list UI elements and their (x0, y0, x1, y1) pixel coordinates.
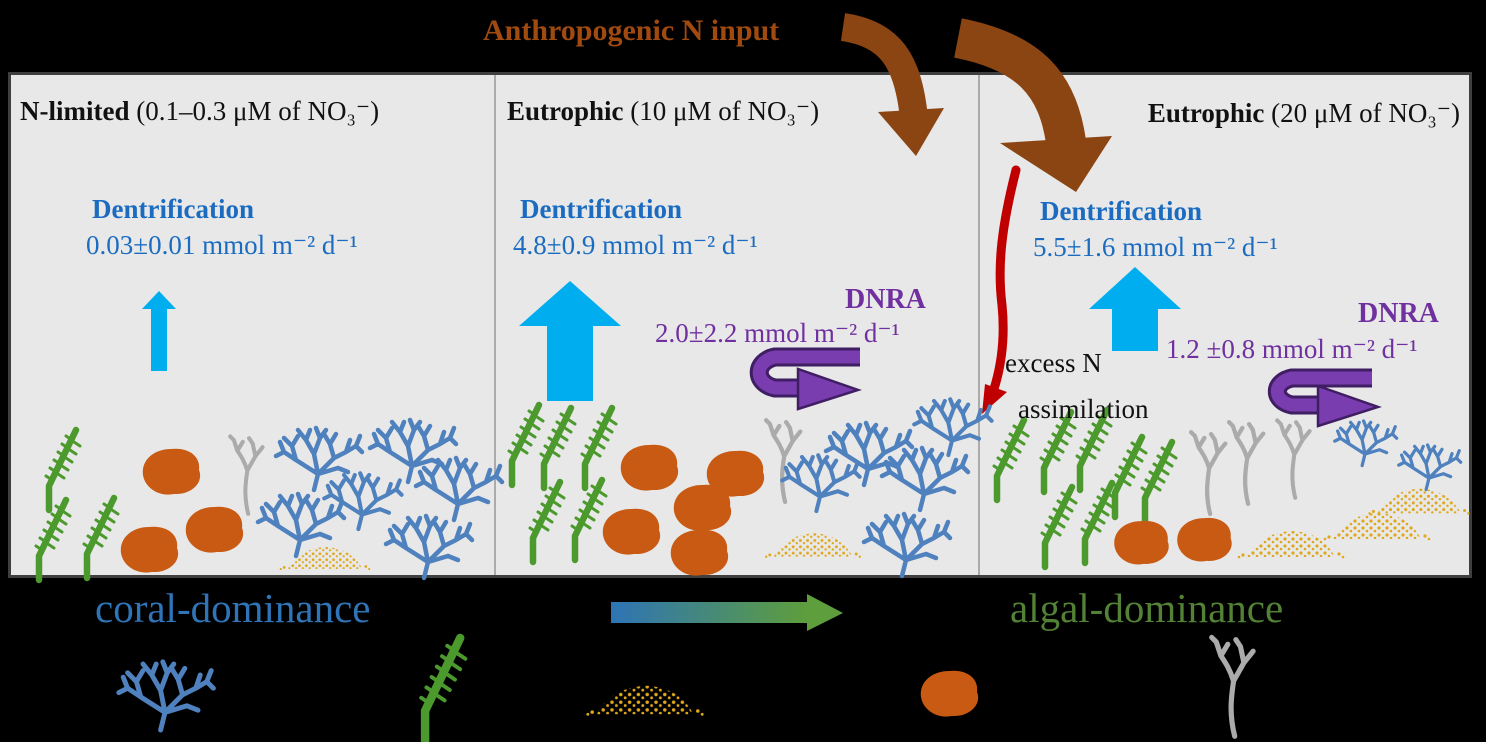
dead-icon (1277, 420, 1309, 497)
coral-icon (864, 514, 950, 576)
mat-icon (1323, 513, 1431, 541)
denitrification-rate-2: 4.8±0.9 mmol m⁻² d⁻¹ (513, 230, 758, 260)
dead-icon (766, 420, 800, 502)
blob-icon (120, 526, 179, 573)
panel-divider-1 (494, 75, 496, 575)
denitrification-label-2: Dentrification (520, 194, 682, 224)
dnra-arrow-2 (749, 347, 862, 411)
algae-icon (1082, 483, 1116, 563)
denitrification-label-3: Dentrification (1040, 196, 1202, 226)
denitrification-rate-1: 0.03±0.01 mmol m⁻² d⁻¹ (86, 230, 358, 260)
algae-icon (36, 500, 70, 580)
algae-icon (530, 482, 564, 562)
panel-1-title: N-limited (0.1–0.3 μM of NO₃⁻) (20, 96, 379, 127)
blob-icon (602, 508, 661, 555)
mat-icon (765, 533, 861, 558)
algae-icon (46, 430, 80, 510)
algal-dominance-label: algal-dominance (1010, 585, 1284, 631)
dead-icon (1229, 422, 1263, 504)
coral-icon (1333, 419, 1399, 468)
panel-1-title-bold: N-limited (20, 96, 130, 126)
panel-divider-2 (978, 75, 980, 575)
organisms-layer (36, 399, 1470, 742)
dnra-rate-2: 2.0±2.2 mmol m⁻² d⁻¹ (655, 318, 900, 348)
coral-icon (782, 455, 859, 511)
panel-3-title-bold: Eutrophic (1147, 98, 1265, 128)
anthropogenic-arrow-2 (953, 18, 1112, 192)
denitrification-label-1: Dentrification (92, 194, 254, 224)
coral-icon (882, 448, 968, 510)
algae-icon (572, 480, 606, 560)
panel-2-title: Eutrophic (10 μM of NO₃⁻) (507, 96, 819, 127)
panel-2-title-bold: Eutrophic (507, 96, 624, 126)
blob-icon (1114, 520, 1169, 565)
coral-icon (258, 494, 344, 556)
dead-icon (230, 436, 262, 513)
blob-icon (673, 484, 732, 531)
algae-icon (509, 405, 543, 485)
dead-icon (1191, 432, 1225, 514)
excess-n-line1: excess N (1005, 348, 1102, 378)
coral-icon (386, 516, 472, 578)
algae-icon (541, 408, 575, 488)
blob-icon (142, 448, 201, 495)
panel-2-title-rest: (10 μM of NO₃⁻) (623, 96, 820, 126)
blob-icon (920, 670, 979, 717)
denitrification-arrow-3 (1089, 267, 1181, 351)
coral-icon (119, 662, 214, 730)
coral-dominance-label: coral-dominance (95, 585, 371, 631)
denitrification-arrow-1 (142, 291, 176, 371)
panel-3-title-rest: (20 μM of NO₃⁻) (1264, 98, 1460, 128)
mat-icon (1368, 488, 1470, 515)
gradient-arrow (611, 594, 843, 631)
denitrification-rate-3: 5.5±1.6 mmol m⁻² d⁻¹ (1033, 232, 1278, 262)
mat-icon (279, 546, 371, 571)
banner-title: Anthropogenic N input (483, 14, 780, 47)
blob-icon (670, 529, 729, 576)
dnra-arrow-3 (1267, 368, 1382, 428)
algae-icon (582, 408, 616, 488)
anthropogenic-arrow-1 (840, 13, 944, 156)
algae-icon (1112, 437, 1146, 517)
dnra-rate-3: 1.2 ±0.8 mmol m⁻² d⁻¹ (1166, 334, 1418, 364)
mat-icon (586, 685, 704, 716)
panel-3-title: Eutrophic (20 μM of NO₃⁻) (1148, 98, 1460, 129)
coral-icon (1397, 443, 1463, 492)
coral-icon (324, 473, 401, 529)
panel-1-title-rest: (0.1–0.3 μM of NO₃⁻) (129, 96, 380, 126)
algae-icon (84, 498, 118, 578)
blob-icon (620, 444, 679, 491)
algae-icon (421, 638, 465, 742)
algae-icon (1042, 487, 1076, 567)
algae-icon (994, 420, 1028, 500)
blob-icon (1177, 517, 1232, 562)
denitrification-arrow-2 (519, 281, 621, 401)
excess-n-line2: assimilation (1018, 394, 1149, 424)
blob-icon (185, 506, 244, 553)
coral-icon (914, 399, 991, 455)
mat-icon (1237, 531, 1345, 559)
dnra-label-2: DNRA (845, 284, 926, 315)
dnra-label-3: DNRA (1358, 298, 1439, 329)
coral-icon (416, 458, 502, 520)
coral-icon (370, 420, 456, 482)
dead-icon (1212, 637, 1253, 736)
